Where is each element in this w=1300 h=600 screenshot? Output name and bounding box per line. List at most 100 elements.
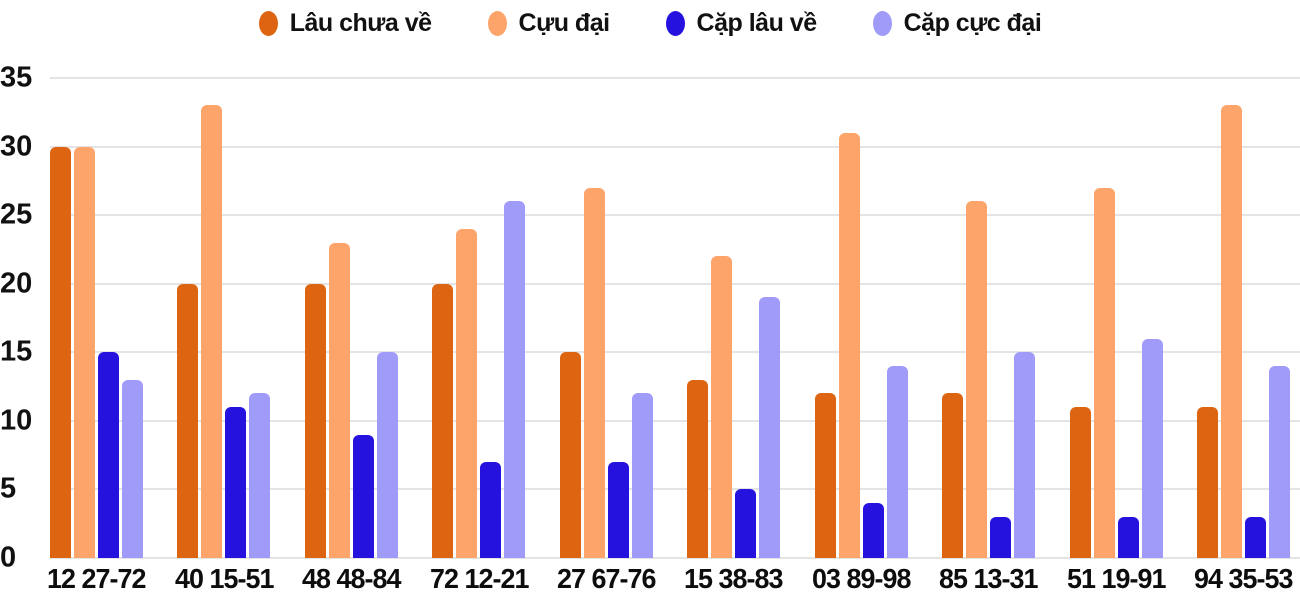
y-tick-label: 0 [0,541,17,574]
bar-lau-chua-ve[interactable] [1069,407,1091,558]
bar-cap-cuc-dai[interactable] [249,393,271,558]
legend-marker-cap-lau-ve [665,10,685,36]
legend-item-cuu-dai[interactable]: Cựu đại [487,8,611,38]
bar-cap-lau-ve[interactable] [1117,516,1139,558]
x-slot: 03 89-98 [811,560,911,598]
y-tick-label: 5 [0,472,17,505]
bar-cap-lau-ve[interactable] [98,352,119,558]
x-category-label: 72 12-21 [429,563,529,594]
x-category-label: 03 89-98 [811,563,911,594]
legend-label: Cựu đại [518,8,611,37]
y-tick-label: 10 [0,404,33,437]
legend-item-cap-cuc-dai[interactable]: Cặp cực đại [872,8,1042,38]
x-category-label: 51 19-91 [1066,563,1166,594]
x-slot: 85 13-31 [939,560,1038,598]
gridline-35 [50,77,1300,79]
x-slot: 48 48-84 [302,560,401,598]
y-axis: 0 5 10 15 20 25 30 35 [0,63,42,572]
y-tick-label: 20 [0,267,33,300]
legend-marker-lau-chua-ve [258,10,278,36]
bar-cuu-dai[interactable] [328,242,350,558]
bar-group-85-13-31 [942,78,1036,558]
x-category-label: 40 15-51 [174,563,274,594]
bar-cuu-dai[interactable] [1220,105,1242,558]
y-tick-label: 25 [0,198,33,231]
x-slot: 40 15-51 [174,560,274,598]
bar-lau-chua-ve[interactable] [814,393,836,558]
bar-group-48-48-84 [304,78,398,558]
bar-cap-lau-ve[interactable] [352,434,374,558]
y-tick-label: 35 [0,61,33,94]
bar-cap-lau-ve[interactable] [990,516,1012,558]
x-category-label: 27 67-76 [557,563,656,594]
legend-label: Cặp cực đại [903,8,1042,37]
bar-group-27-67-76 [559,78,653,558]
bar-cuu-dai[interactable] [456,228,478,558]
bar-group-03-89-98 [814,78,908,558]
legend-item-cap-lau-ve[interactable]: Cặp lâu về [665,8,818,38]
bar-group-72-12-21 [432,78,526,558]
gridline-30 [50,145,1300,148]
gridline-5 [50,488,1300,491]
bar-cap-lau-ve[interactable] [225,407,247,558]
x-category-label: 48 48-84 [302,563,401,594]
bar-lau-chua-ve[interactable] [177,283,199,558]
bar-group-12-27-72 [50,78,143,558]
bar-cap-cuc-dai[interactable] [1141,338,1163,558]
x-category-label: 12 27-72 [47,563,146,594]
bar-lau-chua-ve[interactable] [942,393,964,558]
bar-cuu-dai[interactable] [74,146,95,558]
bar-lau-chua-ve[interactable] [304,283,326,558]
x-category-label: 85 13-31 [939,563,1038,594]
x-slot: 72 12-21 [429,560,529,598]
bar-cap-lau-ve[interactable] [607,462,629,558]
bar-cuu-dai[interactable] [201,105,223,558]
bar-cap-cuc-dai[interactable] [759,297,781,558]
bar-cap-cuc-dai[interactable] [886,366,908,558]
bar-cap-cuc-dai[interactable] [631,393,653,558]
x-slot: 12 27-72 [47,560,146,598]
bar-lau-chua-ve[interactable] [50,146,71,558]
bar-group-51-19-91 [1069,78,1163,558]
bar-cap-lau-ve[interactable] [735,489,757,558]
bar-groups [50,78,1300,558]
x-slot: 27 67-76 [557,560,656,598]
bar-lau-chua-ve[interactable] [687,379,709,558]
y-tick-label: 30 [0,130,33,163]
bar-cuu-dai[interactable] [838,132,860,558]
x-slot: 51 19-91 [1066,560,1166,598]
gridline-10 [50,419,1300,422]
x-category-label: 94 35-53 [1194,563,1293,594]
bar-lau-chua-ve[interactable] [1196,407,1218,558]
legend-marker-cuu-dai [487,10,507,36]
chart-legend: Lâu chưa về Cựu đại Cặp lâu về Cặp cực đại [0,6,1300,40]
gridline-20 [50,282,1300,285]
bar-group-15-38-83 [687,78,781,558]
x-axis: 12 27-72 40 15-51 48 48-84 72 12-21 27 67-76… [47,560,1300,598]
bar-cap-cuc-dai[interactable] [122,379,143,558]
legend-label: Lâu chưa về [289,8,432,37]
bar-cap-lau-ve[interactable] [1244,516,1266,558]
bar-cuu-dai[interactable] [1093,187,1115,558]
bar-cap-lau-ve[interactable] [862,503,884,558]
bar-lau-chua-ve[interactable] [559,352,581,558]
bar-cap-cuc-dai[interactable] [1268,366,1290,558]
legend-item-lau-chua-ve[interactable]: Lâu chưa về [258,8,432,38]
bar-cap-lau-ve[interactable] [480,462,502,558]
gridline-0 [50,557,1300,559]
bar-cuu-dai[interactable] [583,187,605,558]
bar-cuu-dai[interactable] [966,201,988,558]
legend-marker-cap-cuc-dai [872,10,892,36]
bar-cap-cuc-dai[interactable] [1014,352,1036,558]
legend-label: Cặp lâu về [696,8,818,37]
bar-group-94-35-53 [1196,78,1290,558]
x-slot: 15 38-83 [684,560,783,598]
bar-cuu-dai[interactable] [711,256,733,558]
bar-cap-cuc-dai[interactable] [504,201,526,558]
gridline-15 [50,351,1300,354]
bar-group-40-15-51 [177,78,271,558]
bar-cap-cuc-dai[interactable] [376,352,398,558]
x-category-label: 15 38-83 [684,563,783,594]
bar-lau-chua-ve[interactable] [432,283,454,558]
